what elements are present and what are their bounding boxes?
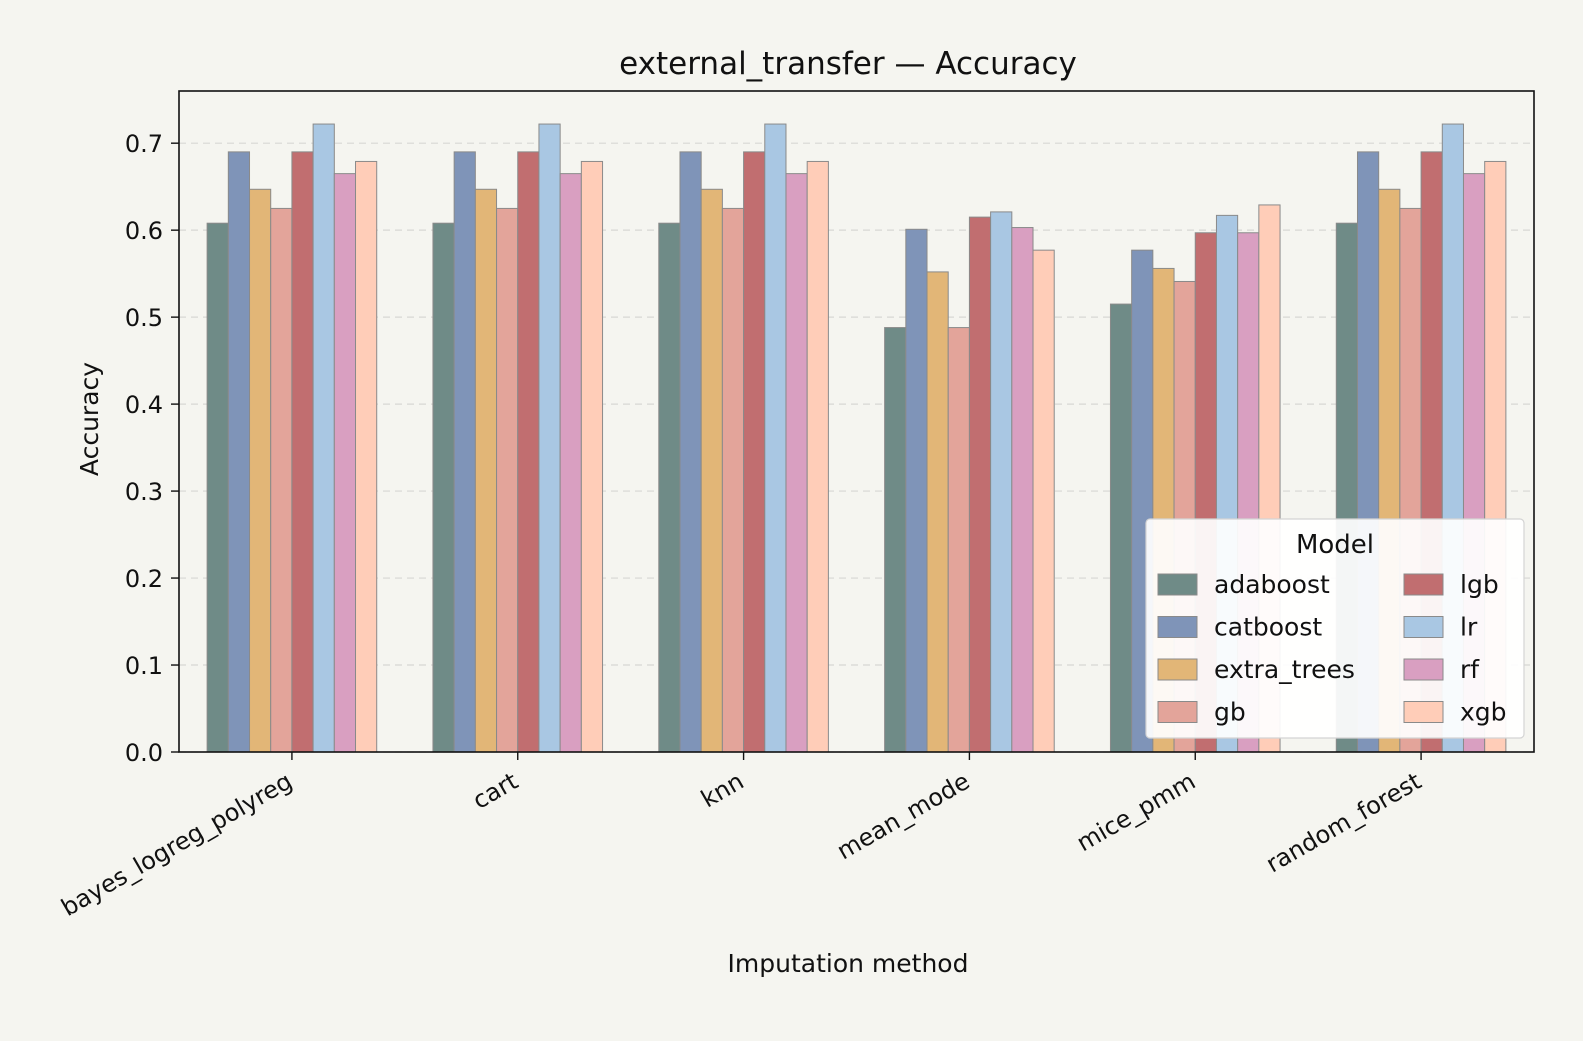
bar-extra_trees-cart [474,188,498,753]
bar-xgb-cart [580,160,604,753]
bar-extra_trees-bayes_logreg_polyreg [249,188,272,753]
bar-adaboost-bayes_logreg_polyreg [206,222,229,753]
bar-gb-mean_mode [947,327,970,753]
y-tick-label: 0.1 [125,652,163,680]
bar-rf-cart [559,173,582,753]
y-tick-label: 0.2 [125,565,163,593]
y-tick-label: 0.7 [125,130,163,158]
legend-swatch-xgb [1403,701,1444,723]
legend-label-lgb: lgb [1460,570,1499,599]
legend-label-xgb: xgb [1460,698,1507,727]
bar-gb-knn [721,207,745,753]
bar-catboost-cart [453,151,476,753]
bar-xgb-knn [806,160,829,753]
legend-swatch-lr [1403,616,1444,638]
plot-frame [178,90,1535,753]
bar-catboost-bayes_logreg_polyreg [227,151,251,753]
y-tick-label: 0.4 [125,391,163,419]
legend-swatch-rf [1403,658,1444,681]
bar-catboost-knn [679,151,702,753]
bar-lr-mean_mode [990,211,1013,753]
legend-swatch-catboost [1157,616,1198,638]
bar-xgb-mean_mode [1032,249,1055,753]
y-tick-label: 0.3 [125,478,163,506]
bar-lgb-bayes_logreg_polyreg [291,151,314,753]
x-tick-label: cart [468,767,523,815]
bar-rf-bayes_logreg_polyreg [333,173,357,753]
bars [206,123,1507,753]
legend-title: Model [1296,530,1374,560]
legend-swatch-adaboost [1157,573,1198,596]
legend-label-gb: gb [1214,698,1246,727]
bar-gb-cart [496,207,519,753]
y-tick-label: 0.0 [125,739,163,767]
bar-adaboost-knn [658,222,681,753]
bar-extra_trees-mean_mode [926,271,949,753]
chart-title: external_transfer — Accuracy [619,46,1077,82]
x-tick-label: mice_pmm [1072,767,1200,857]
x-axis-label: Imputation method [728,949,969,978]
bar-lr-bayes_logreg_polyreg [312,123,335,753]
x-tick-label: mean_mode [832,767,974,865]
bar-extra_trees-knn [700,188,723,753]
bar-adaboost-mean_mode [884,327,907,753]
bar-lgb-cart [517,151,540,753]
y-axis: 0.0 0.1 0.2 0.3 0.4 0.5 0.6 0.7 [125,130,179,767]
bar-rf-mean_mode [1011,227,1034,753]
y-tick-label: 0.6 [125,217,163,245]
legend-swatch-lgb [1403,573,1444,596]
legend-label-lr: lr [1460,613,1478,642]
legend-label-adaboost: adaboost [1214,570,1330,599]
y-tick-label: 0.5 [125,304,163,332]
x-tick-label: random_forest [1261,767,1426,878]
y-axis-label: Accuracy [75,362,104,476]
bar-lgb-mean_mode [968,216,992,753]
bar-lr-knn [764,123,787,753]
bar-xgb-bayes_logreg_polyreg [355,160,378,753]
x-tick-label: bayes_logreg_polyreg [56,767,296,922]
x-axis: bayes_logreg_polyreg cart knn mean_mode mice… [56,752,1426,922]
legend-label-catboost: catboost [1214,613,1322,642]
legend-label-extra_trees: extra_trees [1214,655,1355,684]
bar-rf-knn [785,173,808,753]
bar-catboost-mean_mode [905,228,928,753]
bar-lr-cart [538,123,561,753]
legend-label-rf: rf [1460,655,1480,684]
x-tick-label: knn [696,767,748,813]
bar-adaboost-mice_pmm [1109,303,1133,753]
bar-lgb-knn [743,151,766,753]
bar-gb-bayes_logreg_polyreg [270,207,293,753]
legend-swatch-gb [1157,701,1198,723]
legend-swatch-extra_trees [1157,658,1198,681]
bar-adaboost-cart [432,222,455,753]
